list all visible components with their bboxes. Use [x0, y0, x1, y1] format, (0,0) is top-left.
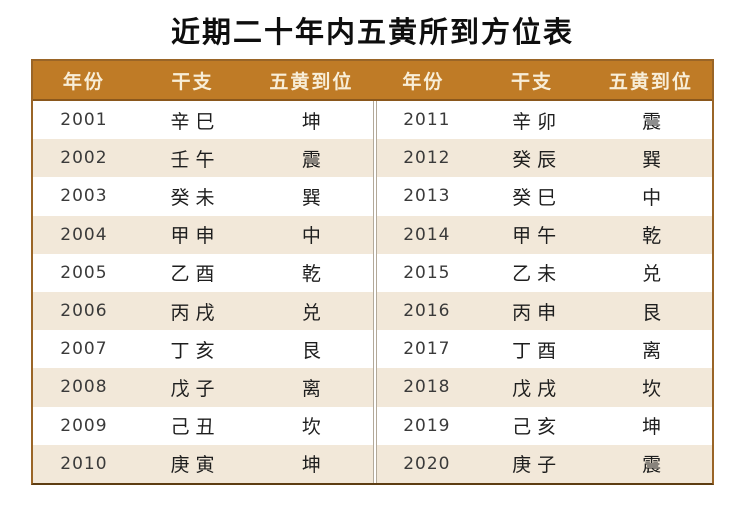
- position-cell: 坤: [301, 110, 327, 133]
- year-cell: 2010: [60, 453, 108, 474]
- ganzhi-cell: 戊戌: [512, 377, 563, 400]
- table-row: 2018 戊戌 坎: [376, 368, 712, 407]
- header-ganzhi: 干支: [511, 70, 554, 93]
- year-cell: 2004: [60, 224, 108, 245]
- year-cell: 2019: [403, 415, 451, 436]
- table-right-half: 年份 干支 五黄到位 2011 辛卯 震 2012 癸辰 巽 2013 癸巳 中…: [372, 61, 712, 483]
- position-cell: 巽: [301, 186, 327, 209]
- table-row: 2003 癸未 巽: [33, 177, 373, 216]
- ganzhi-cell: 癸辰: [512, 148, 563, 171]
- header-year: 年份: [402, 70, 445, 93]
- year-cell: 2009: [60, 415, 108, 436]
- position-cell: 巽: [642, 148, 668, 171]
- table-row: 2005 乙酉 乾: [33, 253, 373, 292]
- ganzhi-cell: 甲午: [512, 225, 563, 248]
- ganzhi-cell: 甲申: [170, 225, 221, 248]
- table-header-right: 年份 干支 五黄到位: [372, 61, 712, 101]
- page-title: 近期二十年内五黄所到方位表: [170, 15, 574, 49]
- position-cell: 中: [301, 225, 327, 248]
- year-cell: 2017: [403, 339, 451, 360]
- table-row: 2008 戊子 离: [33, 368, 373, 407]
- table-row: 2016 丙申 艮: [376, 291, 712, 331]
- position-cell: 兑: [301, 301, 327, 324]
- year-cell: 2020: [403, 453, 451, 474]
- table-row: 2002 壬午 震: [33, 139, 373, 178]
- year-cell: 2011: [403, 110, 451, 131]
- table-row: 2013 癸巳 中: [376, 177, 712, 216]
- table-row: 2017 丁酉 离: [376, 330, 712, 369]
- ganzhi-cell: 壬午: [170, 148, 221, 171]
- ganzhi-cell: 庚寅: [170, 454, 221, 477]
- table-row: 2009 己丑 坎: [33, 406, 373, 445]
- table-row: 2004 甲申 中: [33, 215, 373, 254]
- position-cell: 震: [642, 454, 668, 477]
- table-body-right: 2011 辛卯 震 2012 癸辰 巽 2013 癸巳 中 2014 甲午 乾 …: [372, 101, 712, 483]
- ganzhi-cell: 辛巳: [170, 110, 221, 133]
- position-cell: 震: [301, 148, 327, 171]
- table-row: 2007 丁亥 艮: [33, 330, 373, 369]
- ganzhi-cell: 辛卯: [512, 110, 563, 133]
- table-row: 2006 丙戌 兑: [33, 291, 373, 331]
- table-row: 2001 辛巳 坤: [33, 101, 373, 140]
- ganzhi-cell: 庚子: [512, 454, 563, 477]
- header-position: 五黄到位: [269, 70, 354, 93]
- ganzhi-cell: 丙戌: [170, 301, 221, 324]
- table-row: 2020 庚子 震: [376, 444, 712, 483]
- year-cell: 2007: [60, 339, 108, 360]
- position-cell: 兑: [642, 263, 668, 286]
- header-ganzhi: 干支: [171, 70, 214, 93]
- position-cell: 坎: [642, 377, 668, 400]
- table-row: 2012 癸辰 巽: [376, 139, 712, 178]
- year-cell: 2015: [403, 262, 451, 283]
- ganzhi-cell: 丁亥: [170, 339, 221, 362]
- table-row: 2015 乙未 兑: [376, 253, 712, 292]
- ganzhi-cell: 乙未: [512, 263, 563, 286]
- ganzhi-cell: 乙酉: [170, 263, 221, 286]
- ganzhi-cell: 己亥: [512, 416, 563, 439]
- year-cell: 2006: [60, 301, 108, 322]
- position-cell: 离: [642, 339, 668, 362]
- ganzhi-cell: 癸巳: [512, 186, 563, 209]
- ganzhi-cell: 丙申: [512, 301, 563, 324]
- year-cell: 2003: [60, 186, 108, 207]
- position-cell: 乾: [642, 225, 668, 248]
- header-position: 五黄到位: [608, 70, 693, 93]
- table-header-left: 年份 干支 五黄到位: [33, 61, 373, 101]
- table-row: 2011 辛卯 震: [376, 101, 712, 140]
- position-cell: 艮: [642, 301, 668, 324]
- table-left-half: 年份 干支 五黄到位 2001 辛巳 坤 2002 壬午 震 2003 癸未 巽…: [33, 61, 373, 483]
- year-cell: 2014: [403, 224, 451, 245]
- table-row: 2014 甲午 乾: [376, 215, 712, 254]
- year-cell: 2005: [60, 262, 108, 283]
- year-cell: 2008: [60, 377, 108, 398]
- position-cell: 中: [642, 186, 668, 209]
- position-cell: 艮: [301, 339, 327, 362]
- table-body-left: 2001 辛巳 坤 2002 壬午 震 2003 癸未 巽 2004 甲申 中 …: [33, 101, 373, 483]
- position-cell: 坤: [301, 454, 327, 477]
- year-cell: 2012: [403, 148, 451, 169]
- table-row: 2010 庚寅 坤: [33, 444, 373, 483]
- position-cell: 坎: [301, 416, 327, 439]
- year-cell: 2016: [403, 301, 451, 322]
- header-year: 年份: [62, 70, 105, 93]
- five-yellow-table: 年份 干支 五黄到位 2001 辛巳 坤 2002 壬午 震 2003 癸未 巽…: [31, 59, 714, 485]
- ganzhi-cell: 癸未: [170, 186, 221, 209]
- position-cell: 坤: [642, 416, 668, 439]
- ganzhi-cell: 戊子: [170, 377, 221, 400]
- year-cell: 2018: [403, 377, 451, 398]
- ganzhi-cell: 己丑: [170, 416, 221, 439]
- table-row: 2019 己亥 坤: [376, 406, 712, 445]
- year-cell: 2013: [403, 186, 451, 207]
- position-cell: 震: [642, 110, 668, 133]
- ganzhi-cell: 丁酉: [512, 339, 563, 362]
- year-cell: 2002: [60, 148, 108, 169]
- year-cell: 2001: [60, 110, 108, 131]
- position-cell: 乾: [301, 263, 327, 286]
- position-cell: 离: [301, 377, 327, 400]
